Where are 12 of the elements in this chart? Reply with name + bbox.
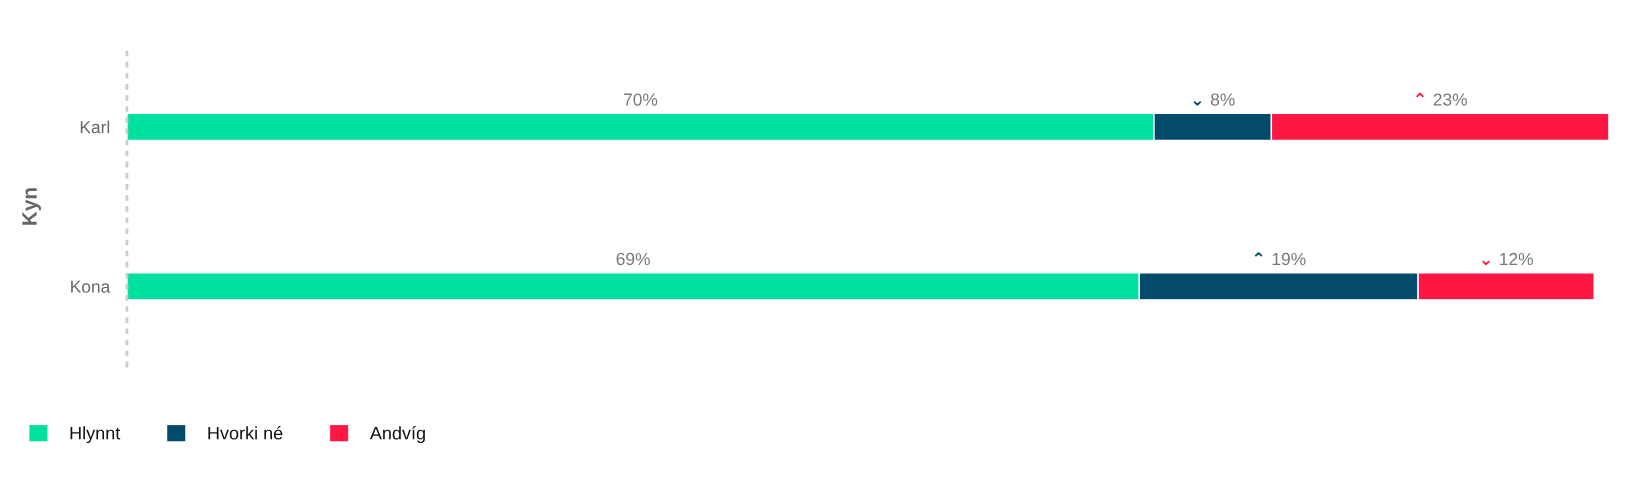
data-label: ⌄ 12% bbox=[1482, 252, 1533, 266]
legend-label: Hvorki né bbox=[208, 426, 283, 440]
data-label: 70% bbox=[623, 93, 658, 106]
y-axis-title: Kyn bbox=[22, 188, 41, 225]
data-label: ⌃ 19% bbox=[1254, 252, 1306, 266]
legend-label: Andvíg bbox=[369, 426, 425, 444]
data-label: 69% bbox=[616, 252, 650, 266]
data-label: ⌃ 23% bbox=[1416, 92, 1467, 106]
legend-label: Hlynnt bbox=[70, 426, 121, 444]
y-tick-label: Karl bbox=[80, 120, 110, 134]
y-tick-label: Kona bbox=[71, 280, 111, 293]
data-label: ⌄ 8% bbox=[1193, 93, 1235, 106]
